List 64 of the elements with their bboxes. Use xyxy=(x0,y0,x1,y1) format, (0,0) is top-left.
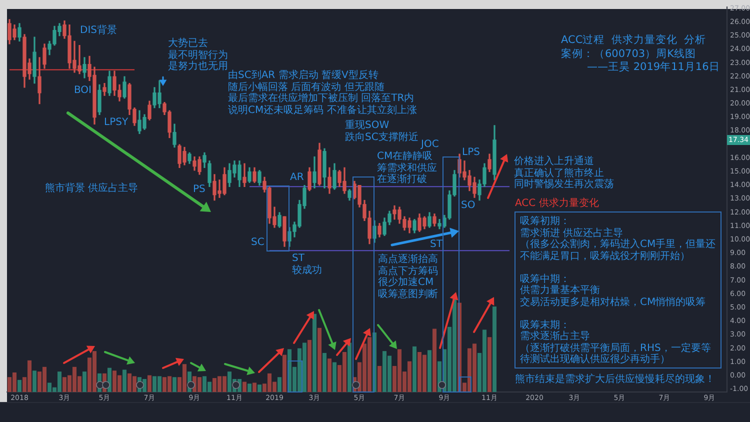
bar xyxy=(432,328,436,392)
annotation: 吸筹末期： xyxy=(520,320,570,330)
annotation: 随后小幅回落 后面有波动 但无跟随 xyxy=(228,82,384,92)
bar xyxy=(248,384,252,392)
bar xyxy=(122,370,126,392)
annotation: 吸筹初期： xyxy=(520,216,570,228)
bar xyxy=(278,377,282,392)
bar xyxy=(428,350,432,392)
annotation: 需求渐进 供应还占主导 xyxy=(520,228,624,238)
bar xyxy=(282,354,286,392)
annotation: ACC 供求力量变化 xyxy=(515,198,599,210)
text: 案例：（600703）周K线图 ——王昊 2019年11月16日 xyxy=(561,48,720,74)
annotation: DIS背景 xyxy=(80,25,117,36)
candlestick xyxy=(242,163,246,188)
annotation: 是努力也无用 xyxy=(168,61,228,72)
bar xyxy=(332,362,336,392)
bar xyxy=(18,380,22,392)
annotation: （逐渐打破供需平衡局面，RHS，一定要等待测试出现确认供应很少再动手） xyxy=(520,342,712,366)
annotation: 供需力量基本平衡 xyxy=(520,285,600,296)
annotation: AR xyxy=(290,172,304,184)
bar xyxy=(328,358,332,392)
bar xyxy=(82,372,86,392)
annotation: 同时警惕发生再次震荡 xyxy=(514,179,614,190)
bar xyxy=(318,328,322,392)
annotation: 吸筹中期： xyxy=(520,274,570,284)
annotation: ST xyxy=(430,239,442,250)
annotation: 熊市背景 供应占主导 xyxy=(45,183,138,194)
bar xyxy=(312,314,316,392)
annotation: LPSY xyxy=(104,117,128,128)
bar xyxy=(308,340,312,392)
annotation: LPS xyxy=(462,147,480,158)
annotation: 说明CM还未吸足筹码 不准备让其立刻上涨 xyxy=(228,104,417,116)
annotation: SO xyxy=(461,200,476,212)
bar xyxy=(488,337,492,392)
bar xyxy=(148,375,152,392)
annotation: 需求逐渐占主导 xyxy=(520,331,590,342)
bar xyxy=(32,370,36,392)
annotation: （很多公众割肉，筹码进入CM手里，但量还不能满足胃口，吸筹战役才刚刚开始） xyxy=(520,239,716,262)
annotation: PS xyxy=(193,184,206,196)
text: ACC过程 供求力量变化 分析 xyxy=(561,34,706,47)
annotation: 大势已去 xyxy=(168,38,208,50)
annotation: CM在静静吸筹需求和供应在逐渐打破 xyxy=(377,151,438,186)
annotation: BOI xyxy=(74,85,92,96)
annotation: 最后需求在供应增加下被压制 回落至TR内 xyxy=(228,93,414,104)
bar xyxy=(412,346,416,392)
annotation: 价格进入上升通道 xyxy=(514,156,594,168)
annotation: 重现SOW xyxy=(345,120,390,132)
annotation: 最不明智行为 xyxy=(168,50,228,60)
annotation: JOC xyxy=(421,139,439,150)
annotation: 真正确认了熊市终止 xyxy=(514,168,604,178)
bar xyxy=(252,382,256,392)
annotation: 跌向SC支撑附近 xyxy=(345,132,418,143)
bar xyxy=(242,382,246,392)
annotation: SC xyxy=(251,237,264,248)
bar xyxy=(378,366,382,392)
annotation: 由SC到AR 需求启动 暂缓V型反转 xyxy=(228,70,378,82)
bar xyxy=(322,352,326,392)
bar xyxy=(258,384,262,392)
bar xyxy=(172,377,176,392)
annotation: 高点逐渐抬高高点下方筹码很少加速CM吸筹意图判断 xyxy=(378,254,439,300)
annotation: 熊市结束是需求扩大后供应慢慢耗尽的现象！ xyxy=(515,374,715,386)
annotation: ST xyxy=(292,253,304,264)
annotation: 较成功 xyxy=(292,265,322,276)
annotation: 交易活动更多是相对枯燥，CM悄悄的吸筹 xyxy=(520,296,706,308)
